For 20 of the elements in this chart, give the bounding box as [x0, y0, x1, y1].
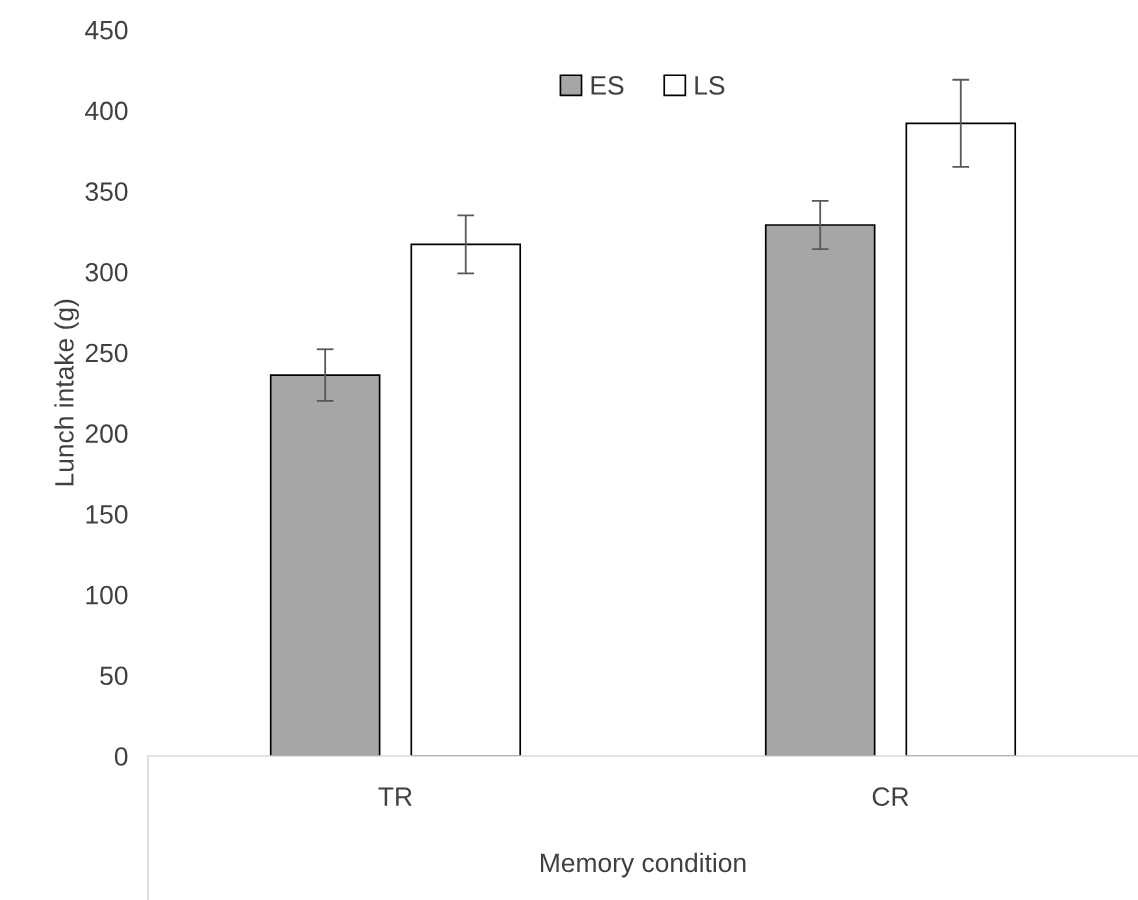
y-tick-label: 100	[86, 585, 128, 605]
y-tick-label: 450	[85, 20, 128, 40]
legend-label: LS	[695, 76, 725, 95]
y-tick-label: 150	[86, 505, 128, 524]
y-axis-title: Lunch intake (g)	[54, 299, 79, 486]
x-axis-title: Memory condition	[541, 852, 746, 878]
bar	[410, 243, 522, 756]
y-tick-label: 400	[85, 101, 128, 121]
y-tick-label: 50	[100, 666, 128, 686]
bar	[764, 224, 876, 756]
bar	[905, 122, 1017, 756]
legend-label: ES	[591, 76, 624, 95]
y-tick-label: 0	[114, 747, 128, 766]
y-tick-label: 350	[85, 182, 128, 201]
bar	[269, 374, 381, 756]
x-tick-label: TR	[378, 787, 412, 806]
x-tick-label: CR	[872, 787, 909, 806]
y-tick-label: 200	[85, 424, 128, 444]
y-tick-label: 300	[85, 262, 128, 282]
y-tick-label: 250	[85, 343, 128, 363]
